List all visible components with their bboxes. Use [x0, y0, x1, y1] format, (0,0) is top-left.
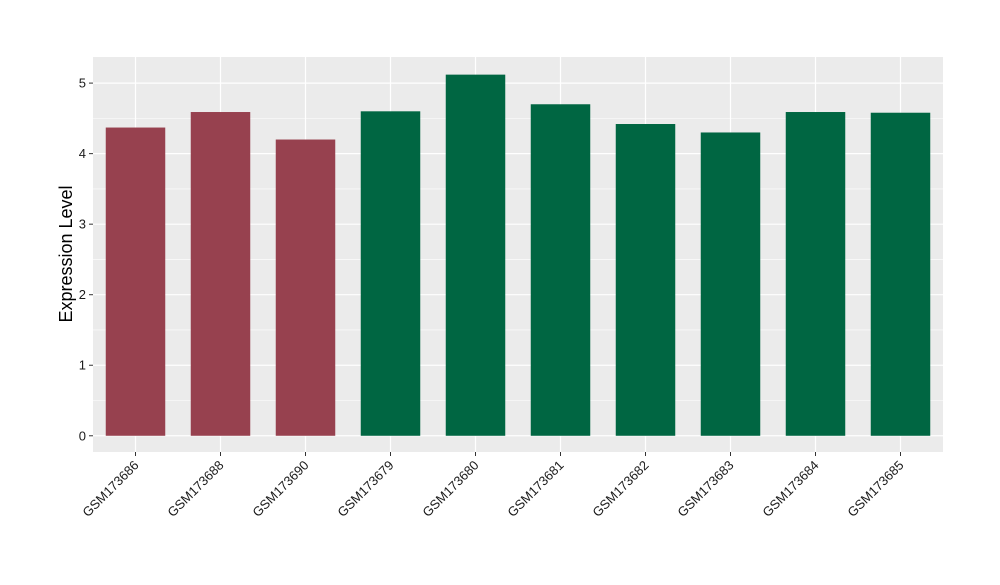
x-tick-label: GSM173690 — [249, 458, 311, 520]
x-tick-label: GSM173682 — [589, 458, 651, 520]
x-tick-label: GSM173680 — [419, 458, 481, 520]
bar-GSM173680 — [445, 74, 506, 436]
bar-GSM173679 — [360, 111, 421, 436]
bars — [105, 74, 931, 436]
bar-GSM173682 — [615, 124, 676, 436]
y-tick-label: 4 — [79, 146, 86, 161]
bar-GSM173686 — [105, 127, 166, 436]
y-tick-label: 3 — [79, 217, 86, 232]
y-tick-label: 2 — [79, 287, 86, 302]
bar-GSM173690 — [275, 139, 336, 436]
x-tick-label: GSM173684 — [759, 458, 821, 520]
bar-GSM173688 — [190, 112, 251, 436]
y-axis-title: Expression Level — [56, 185, 76, 322]
x-tick-label: GSM173679 — [334, 458, 396, 520]
x-tick-label: GSM173683 — [674, 458, 736, 520]
x-tick-label: GSM173688 — [164, 458, 226, 520]
y-tick-label: 1 — [79, 358, 86, 373]
bar-GSM173683 — [700, 132, 761, 436]
bar-GSM173681 — [530, 104, 591, 436]
bar-GSM173684 — [785, 112, 846, 436]
bar-GSM173685 — [870, 112, 931, 436]
x-tick-label: GSM173685 — [844, 458, 906, 520]
y-tick-label: 5 — [79, 76, 86, 91]
x-tick-label: GSM173681 — [504, 458, 566, 520]
y-tick-label: 0 — [79, 428, 86, 443]
x-tick-label: GSM173686 — [79, 458, 141, 520]
